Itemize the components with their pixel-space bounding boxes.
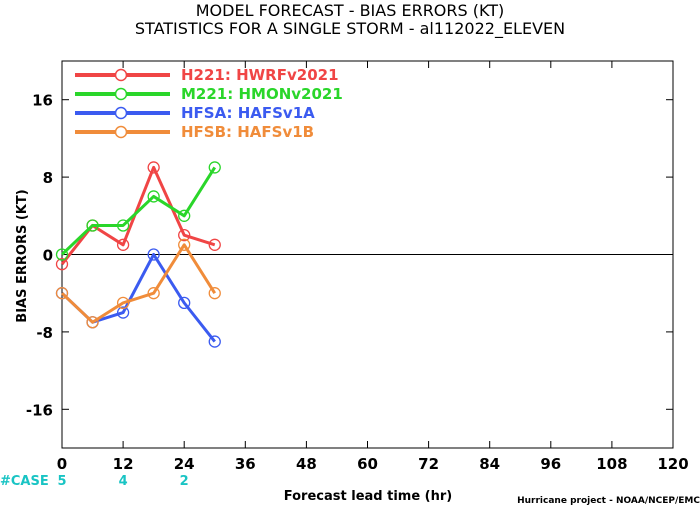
series-point bbox=[178, 296, 191, 310]
series-point bbox=[208, 287, 221, 300]
series-point bbox=[55, 287, 69, 300]
credit-text: Hurricane project - NOAA/NCEP/EMC bbox=[517, 496, 700, 506]
x-tick-label: 72 bbox=[418, 455, 439, 473]
legend-entry-label: HFSB: HAFSv1B bbox=[181, 123, 314, 141]
x-tick-label: 84 bbox=[479, 455, 500, 473]
case-count: 2 bbox=[180, 474, 189, 489]
x-tick-label: 60 bbox=[357, 455, 378, 473]
series-point bbox=[208, 238, 221, 251]
series-point bbox=[178, 228, 191, 242]
series-line bbox=[60, 166, 217, 256]
series-point bbox=[147, 248, 160, 261]
legend-entry-label: M221: HMONv2021 bbox=[181, 85, 343, 103]
series-point bbox=[147, 190, 160, 203]
chart-subtitle: STATISTICS FOR A SINGLE STORM - al112022… bbox=[135, 19, 565, 39]
legend-swatch-marker bbox=[114, 125, 128, 139]
series-point bbox=[147, 287, 160, 300]
x-tick-label: 24 bbox=[174, 455, 195, 473]
x-tick-label: 0 bbox=[57, 455, 67, 473]
series-point bbox=[208, 335, 221, 348]
x-tick-label: 96 bbox=[540, 455, 561, 473]
x-tick-label: 48 bbox=[296, 455, 317, 473]
x-tick-label: 108 bbox=[596, 455, 627, 473]
y-tick-label: -16 bbox=[26, 401, 53, 419]
x-tick-label: 12 bbox=[113, 455, 134, 473]
chart-title: MODEL FORECAST - BIAS ERRORS (KT) bbox=[196, 1, 505, 20]
y-tick-label: 0 bbox=[43, 247, 53, 265]
series-line bbox=[60, 165, 216, 266]
case-count: 5 bbox=[57, 474, 66, 489]
legend-entry-label: HFSA: HAFSv1A bbox=[181, 104, 315, 122]
series-point bbox=[178, 238, 191, 251]
case-count: 4 bbox=[119, 474, 128, 489]
series-point bbox=[147, 161, 160, 174]
series-point bbox=[208, 161, 221, 174]
y-tick-label: 8 bbox=[43, 169, 53, 187]
series-point bbox=[116, 306, 130, 319]
series-point bbox=[116, 219, 130, 232]
series-point bbox=[86, 316, 99, 329]
series-point bbox=[55, 248, 69, 261]
series-point bbox=[116, 296, 130, 310]
legend-swatch-marker bbox=[114, 106, 128, 120]
case-label: #CASE bbox=[0, 474, 49, 489]
series-point bbox=[86, 219, 99, 232]
legend-swatch-marker bbox=[114, 87, 128, 101]
series-point bbox=[55, 258, 69, 271]
y-axis-label: BIAS ERRORS (KT) bbox=[15, 189, 30, 322]
series-line bbox=[60, 243, 217, 324]
y-tick-label: 16 bbox=[32, 92, 53, 110]
x-axis-label: Forecast lead time (hr) bbox=[284, 489, 452, 504]
x-tick-label: 36 bbox=[235, 455, 256, 473]
x-tick-label: 120 bbox=[657, 455, 688, 473]
series-point bbox=[178, 209, 191, 222]
legend-swatch-marker bbox=[114, 68, 128, 82]
y-tick-label: -8 bbox=[36, 324, 53, 342]
legend-entry-label: H221: HWRFv2021 bbox=[181, 66, 339, 84]
series-point bbox=[116, 238, 130, 251]
